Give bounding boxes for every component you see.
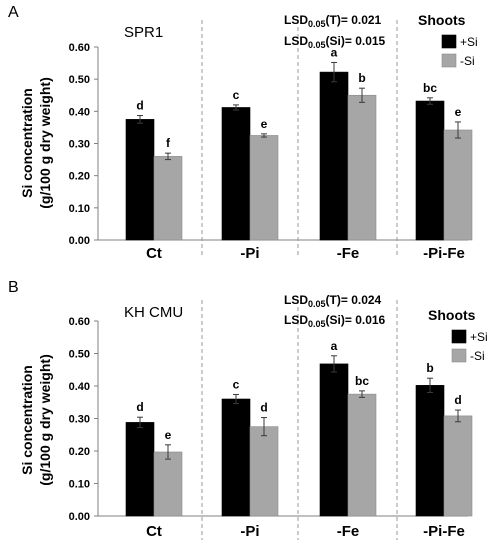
chart-title: SPR1 <box>124 24 163 41</box>
y-tick-label: 0.60 <box>69 316 90 328</box>
significance-letter: bc <box>423 81 437 95</box>
bar <box>347 94 377 241</box>
x-tick-label: -Fe <box>337 245 360 262</box>
bar <box>415 385 445 517</box>
lsd-treatment: LSD0.05(T)= 0.021 <box>284 13 382 29</box>
bar <box>415 100 445 241</box>
y-tick-label: 0.00 <box>69 235 90 247</box>
legend-swatch <box>441 53 457 68</box>
y-tick-label: 0.60 <box>69 42 90 54</box>
chart-title: KH CMU <box>124 304 183 321</box>
bar <box>249 426 279 517</box>
significance-letter: e <box>261 117 268 131</box>
significance-letter: b <box>426 361 433 375</box>
panel-label: A <box>8 4 19 21</box>
significance-letter: a <box>331 339 338 353</box>
bar <box>221 107 251 241</box>
y-tick-label: 0.30 <box>69 414 90 426</box>
y-tick-label: 0.40 <box>69 106 90 118</box>
x-tick-label: -Pi <box>240 245 259 262</box>
panel-label: B <box>8 279 19 296</box>
y-tick-label: 0.50 <box>69 349 90 361</box>
legend-entry: +Si <box>470 330 488 344</box>
bar <box>221 398 251 517</box>
lsd-silicon: LSD0.05(Si)= 0.016 <box>284 313 386 329</box>
significance-letter: d <box>136 99 143 113</box>
chart-panel-a: A SPR1 Si concentration (g/100 g dry weight… <box>8 4 478 262</box>
x-tick-label: Ct <box>146 523 162 540</box>
significance-letter: b <box>358 71 365 85</box>
x-tick-label: Ct <box>146 245 162 262</box>
legend-swatch <box>451 348 467 363</box>
x-tick-label: -Pi-Fe <box>423 245 465 262</box>
significance-letter: e <box>165 428 172 442</box>
bar <box>347 393 377 517</box>
significance-letter: e <box>455 105 462 119</box>
y-tick-label: 0.20 <box>69 446 90 458</box>
significance-letter: f <box>166 136 171 150</box>
significance-letter: d <box>454 393 461 407</box>
bar <box>249 135 279 241</box>
y-tick-label: 0.10 <box>69 203 90 215</box>
y-tick-label: 0.40 <box>69 381 90 393</box>
lsd-treatment: LSD0.05(T)= 0.024 <box>284 293 382 309</box>
x-tick-label: -Fe <box>337 523 360 540</box>
bar <box>443 415 473 517</box>
legend-entry: -Si <box>460 54 475 68</box>
legend-entry: -Si <box>470 349 485 363</box>
bar <box>125 119 155 241</box>
y-tick-label: 0.00 <box>69 511 90 523</box>
bar <box>153 156 183 241</box>
x-tick-label: -Pi <box>240 523 259 540</box>
significance-letter: c <box>233 377 240 391</box>
legend-entry: +Si <box>460 35 478 49</box>
lsd-silicon: LSD0.05(Si)= 0.015 <box>284 34 386 50</box>
bar <box>153 451 183 517</box>
legend-swatch <box>451 329 467 344</box>
legend-swatch <box>441 34 457 49</box>
significance-letter: a <box>331 45 338 59</box>
chart-panel-b: B KH CMU Si concentration (g/100 g dry weig… <box>8 279 488 540</box>
bar <box>443 129 473 241</box>
bar <box>319 363 349 517</box>
significance-letter: bc <box>355 374 369 388</box>
bar <box>319 71 349 241</box>
y-tick-label: 0.20 <box>69 171 90 183</box>
y-axis-label: Si concentration (g/100 g dry weight) <box>19 77 53 208</box>
significance-letter: d <box>260 401 267 415</box>
legend-title: Shoots <box>418 12 466 28</box>
y-tick-label: 0.30 <box>69 139 90 151</box>
y-tick-label: 0.10 <box>69 479 90 491</box>
y-tick-label: 0.50 <box>69 74 90 86</box>
significance-letter: d <box>136 400 143 414</box>
x-tick-label: -Pi-Fe <box>423 523 465 540</box>
bar <box>125 422 155 517</box>
y-axis-label: Si concentration (g/100 g dry weight) <box>19 354 53 485</box>
significance-letter: c <box>233 88 240 102</box>
legend-title: Shoots <box>428 307 476 323</box>
